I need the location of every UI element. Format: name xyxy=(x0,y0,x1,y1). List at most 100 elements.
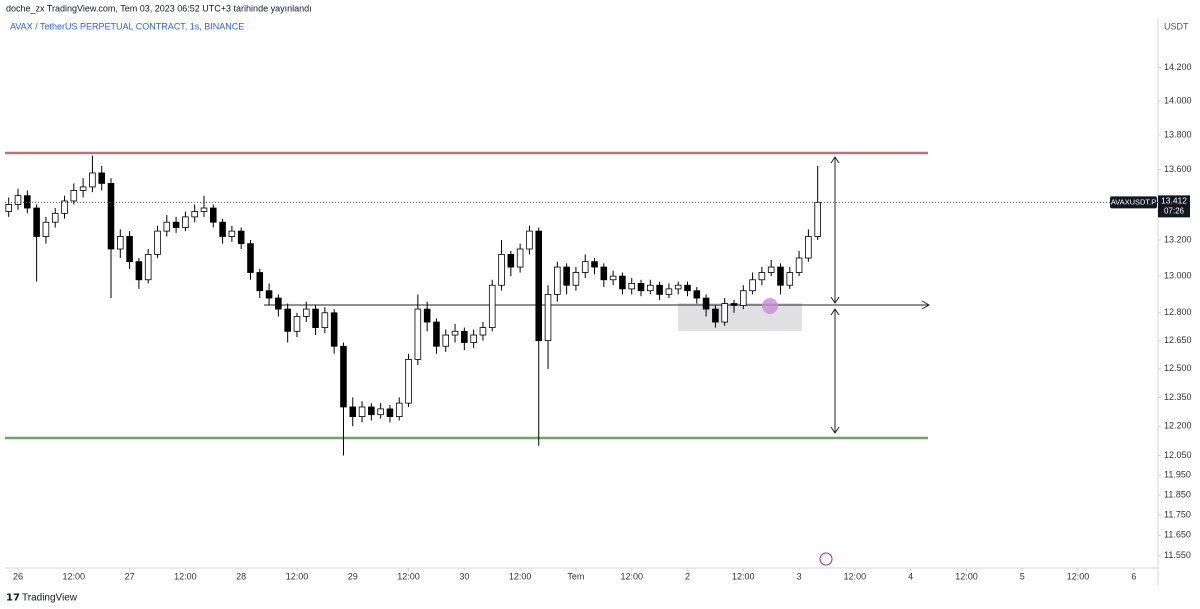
candle-body xyxy=(572,272,580,286)
candle-body xyxy=(470,334,477,343)
candle-body xyxy=(349,406,357,417)
candle-body xyxy=(5,204,13,212)
price-tag-countdown: 07:26 xyxy=(1164,206,1185,215)
candle-body xyxy=(600,266,608,281)
candle-body xyxy=(526,230,533,250)
candle-body xyxy=(637,283,645,292)
candle-body xyxy=(237,230,245,245)
arrow-heads xyxy=(830,156,840,304)
candle-body xyxy=(461,330,468,343)
candle-body xyxy=(442,334,450,347)
candle-body xyxy=(154,230,161,255)
header: doche_zx TradingView.com, Tem 03, 2023 0… xyxy=(6,3,312,13)
candle-body xyxy=(98,172,105,184)
candle-body xyxy=(302,308,310,317)
x-tick-label: 30 xyxy=(459,571,469,581)
y-tick-label: 11.550 xyxy=(1164,550,1191,560)
candle-body xyxy=(265,290,273,299)
candle-body xyxy=(358,406,366,417)
x-tick-label: 2 xyxy=(685,571,690,581)
x-tick-label: 28 xyxy=(236,571,246,581)
candle-body xyxy=(814,201,821,237)
x-tick-label: 12:00 xyxy=(397,571,420,581)
candle-body xyxy=(591,261,598,268)
candle-body xyxy=(414,308,422,360)
symbol-tag-label: AVAXUSDT.P xyxy=(1111,197,1157,206)
x-tick-label: 12:00 xyxy=(63,571,86,581)
zone-box xyxy=(678,303,802,331)
candle-body xyxy=(330,312,338,347)
y-tick-label: 14.000 xyxy=(1164,95,1192,105)
candle-body xyxy=(628,283,635,290)
candle-body xyxy=(377,408,384,416)
brand-logo: 𝟭𝟳 xyxy=(6,593,20,604)
candle-body xyxy=(488,284,496,329)
candle-body xyxy=(33,207,40,237)
candle-body xyxy=(498,254,505,286)
marker-circle xyxy=(762,298,778,314)
candle-body xyxy=(749,279,756,292)
candle-body xyxy=(368,406,375,416)
candle-body xyxy=(51,212,59,223)
candle-body xyxy=(805,236,812,259)
candle-body xyxy=(107,183,115,250)
y-tick-label: 11.750 xyxy=(1164,509,1191,519)
candle-body xyxy=(172,221,180,228)
x-tick-label: 6 xyxy=(1131,571,1136,581)
candle-body xyxy=(42,221,50,237)
chart-title: AVAX / TetherUS PERPETUAL CONTRACT, 1s, … xyxy=(10,21,244,31)
y-tick-label: 12.200 xyxy=(1164,421,1192,431)
y-tick-label: 14.200 xyxy=(1164,62,1192,72)
y-tick-label: 11.850 xyxy=(1164,489,1191,499)
y-tick-label: 11.950 xyxy=(1164,470,1191,480)
candle-body xyxy=(433,321,440,347)
candle-body xyxy=(702,297,710,310)
brand-name: TradingView xyxy=(22,593,78,604)
candle-body xyxy=(126,236,133,263)
candle-body xyxy=(423,308,431,323)
arrow-head xyxy=(921,300,931,310)
y-tick-label: 12.500 xyxy=(1164,363,1192,373)
candle-body xyxy=(563,266,570,286)
candle-body xyxy=(619,275,626,290)
x-tick-label: 12:00 xyxy=(286,571,309,581)
x-tick-label: 3 xyxy=(797,571,802,581)
candle-body xyxy=(144,254,152,281)
x-tick-label: 12:00 xyxy=(844,571,867,581)
x-tick-label: 12:00 xyxy=(174,571,197,581)
candle-body xyxy=(740,290,747,306)
candle-body xyxy=(712,308,719,323)
y-tick-label: 13.600 xyxy=(1164,164,1192,174)
candle-body xyxy=(163,221,171,232)
y-tick-label: 12.050 xyxy=(1164,450,1192,460)
candle-body xyxy=(786,272,794,286)
brand: 𝟭𝟳 TradingView xyxy=(6,593,78,604)
candle-body xyxy=(135,261,143,281)
candle-body xyxy=(61,200,68,214)
x-tick-label: 12:00 xyxy=(732,571,755,581)
candle-body xyxy=(321,312,329,329)
candle-body xyxy=(293,316,301,332)
x-tick-label: 27 xyxy=(125,571,135,581)
symbol-tag xyxy=(1110,196,1157,209)
y-tick-label: 12.650 xyxy=(1164,335,1192,345)
event-icon xyxy=(819,552,833,566)
x-tick-label: 29 xyxy=(348,571,358,581)
candle-body xyxy=(395,402,403,417)
arrow-heads xyxy=(830,308,840,434)
x-tick-label: 12:00 xyxy=(955,571,978,581)
candle-body xyxy=(647,284,654,292)
candle-body xyxy=(340,345,347,408)
x-tick-label: 4 xyxy=(908,571,913,581)
y-tick-label: 13.000 xyxy=(1164,271,1192,281)
y-tick-label: 12.350 xyxy=(1164,392,1192,402)
candle-body xyxy=(730,303,738,306)
candle-body xyxy=(777,266,784,286)
candle-body xyxy=(256,272,264,292)
y-tick-label: 13.200 xyxy=(1164,234,1192,244)
x-tick-label: 12:00 xyxy=(620,571,643,581)
candle-body xyxy=(535,230,543,342)
candle-body xyxy=(665,288,673,295)
candle-body xyxy=(312,308,319,329)
